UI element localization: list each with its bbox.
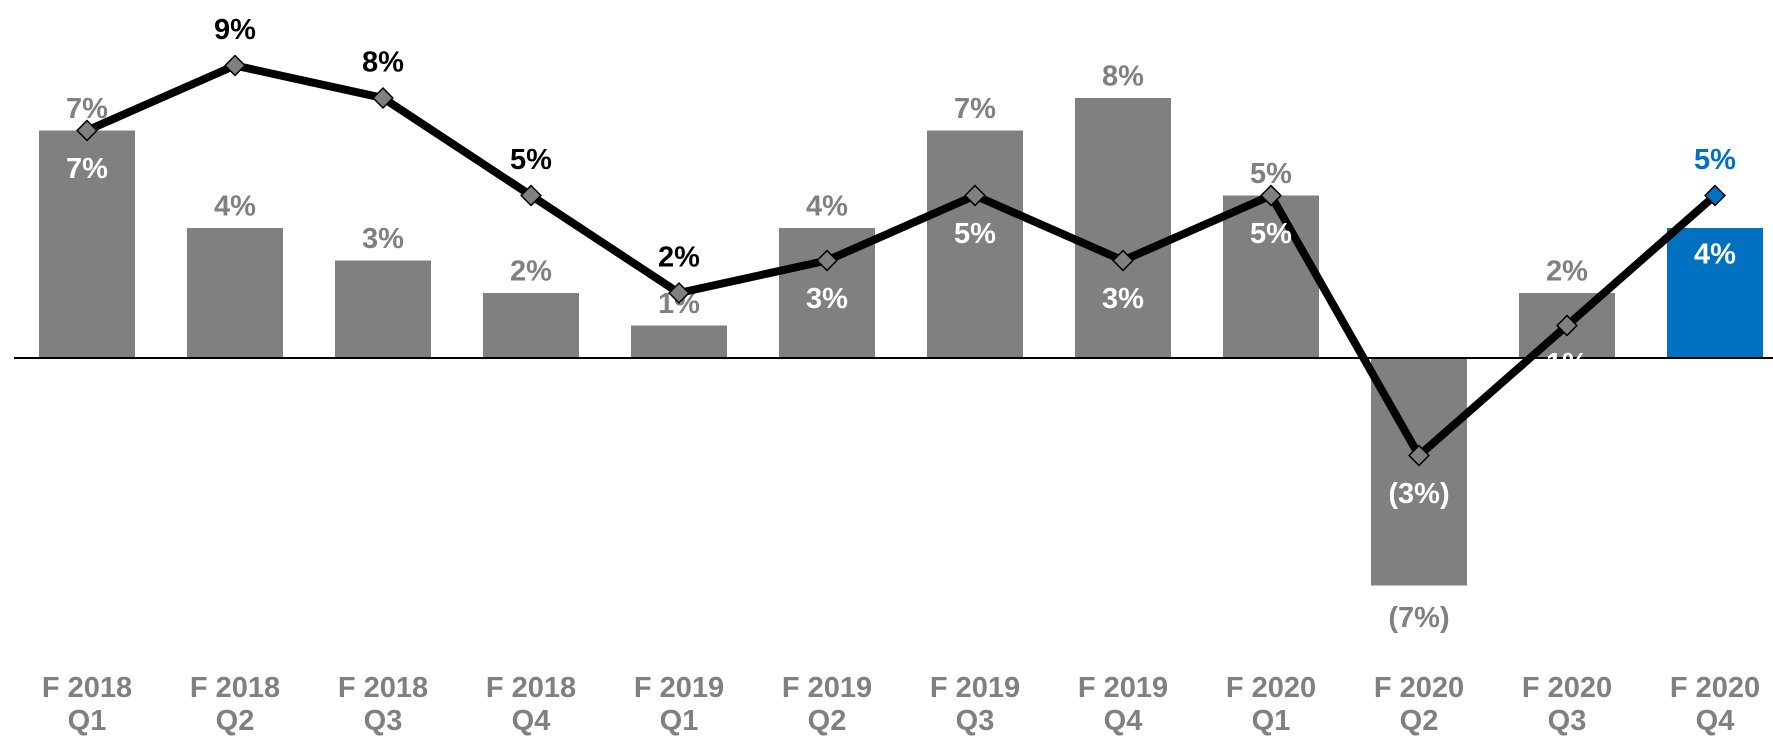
bar <box>1075 98 1171 358</box>
bar-value-label: (7%) <box>1388 602 1449 634</box>
line-marker <box>520 184 542 207</box>
bar <box>927 130 1023 358</box>
bar-value-label: 4% <box>806 191 848 223</box>
line <box>85 61 1718 460</box>
x-tick-label: F 2018 Q1 <box>41 672 133 737</box>
line-marker <box>1408 444 1430 467</box>
x-tick-label: F 2020 Q2 <box>1373 672 1465 737</box>
x-tick-label: F 2019 Q4 <box>1077 672 1169 737</box>
bar-value-label: 4% <box>214 191 256 223</box>
bar-value-label: 3% <box>362 223 404 255</box>
line-value-label: 5% <box>510 144 552 176</box>
bar <box>335 260 431 358</box>
line-value-label: 1% <box>1546 348 1588 380</box>
x-tick-label: F 2018 Q2 <box>189 672 281 737</box>
bar-value-label: 4% <box>1694 239 1736 271</box>
bar-value-label: 8% <box>1102 61 1144 93</box>
line-value-label: 9% <box>214 14 256 46</box>
line-value-label: 5% <box>1250 218 1292 250</box>
line-marker <box>1704 184 1726 207</box>
line-marker <box>964 184 986 207</box>
bar <box>1667 228 1763 358</box>
line-marker <box>372 87 394 109</box>
x-tick-label: F 2019 Q1 <box>633 672 725 737</box>
bar-value-label: 2% <box>1546 256 1588 288</box>
line-marker <box>1260 184 1282 207</box>
line-marker <box>76 119 98 142</box>
x-tick-label: F 2020 Q3 <box>1521 672 1613 737</box>
bar <box>39 130 135 358</box>
bar <box>483 293 579 358</box>
line-value-label: (3%) <box>1388 478 1449 510</box>
x-tick-label: F 2019 Q3 <box>929 672 1021 737</box>
x-tick-label: F 2020 Q1 <box>1225 672 1317 737</box>
line-value-label: 5% <box>954 218 996 250</box>
line-value-label: 3% <box>806 283 848 315</box>
line-marker <box>1556 314 1578 337</box>
line-value-label: 2% <box>658 242 700 274</box>
line-marker <box>816 249 838 272</box>
line-marker <box>1112 249 1134 272</box>
x-tick-label: F 2018 Q4 <box>485 672 577 737</box>
x-tick-label: F 2018 Q3 <box>337 672 429 737</box>
bar <box>631 325 727 358</box>
x-tick-label: F 2019 Q2 <box>781 672 873 737</box>
line-marker <box>668 282 690 304</box>
bar-value-label: 7% <box>954 93 996 125</box>
line-value-label: 5% <box>1694 144 1736 176</box>
bar <box>187 228 283 358</box>
bar-value-label: 2% <box>510 256 552 288</box>
line-marker <box>224 54 246 77</box>
line-value-label: 8% <box>362 47 404 79</box>
bar <box>1223 195 1319 358</box>
line-value-label: 7% <box>66 153 108 185</box>
x-tick-label: F 2020 Q4 <box>1669 672 1761 737</box>
line-value-label: 3% <box>1102 283 1144 315</box>
